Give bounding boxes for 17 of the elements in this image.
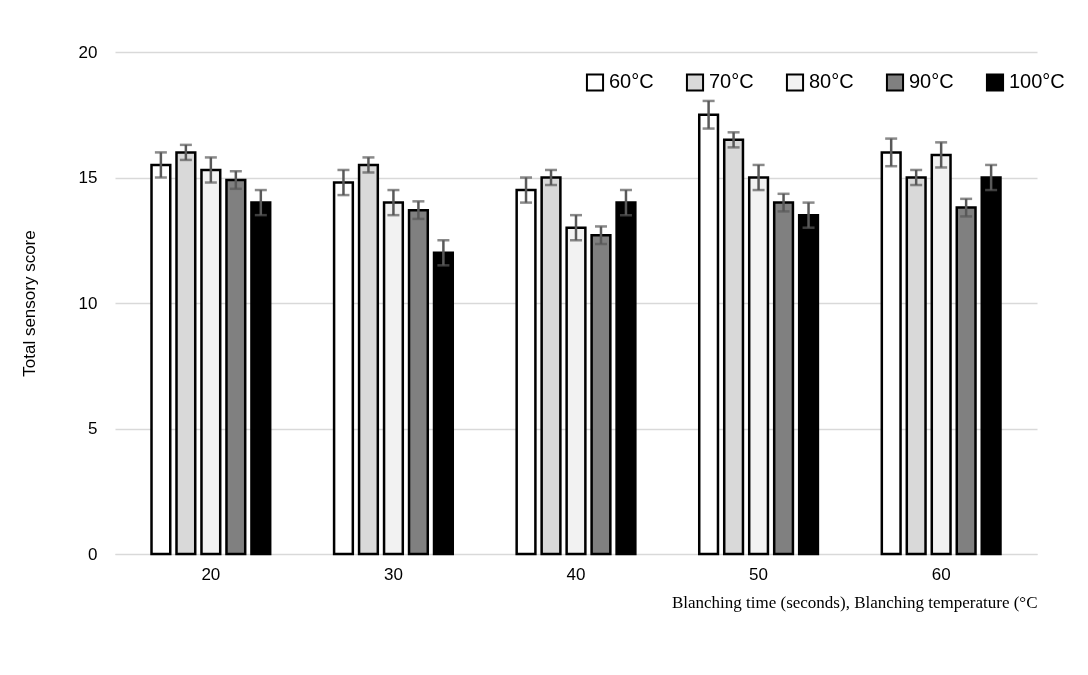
y-tick-label: 0 [88,544,98,564]
legend-label: 90°C [909,70,954,93]
y-tick-label: 20 [78,42,98,62]
x-tick-label: 60 [931,564,951,584]
y-axis-title: Total sensory score [19,230,39,377]
x-tick-label: 50 [749,564,769,584]
y-tick-label: 15 [78,168,98,187]
legend-label: 80°C [809,70,854,93]
legend-label: 100°C [1009,70,1065,93]
legend-label: 60°C [609,70,654,93]
x-tick-label: 20 [201,564,221,584]
x-tick-label: 40 [566,564,586,584]
y-tick-label: 5 [88,419,98,438]
x-axis-title: Blanching time (seconds), Blanching temperature (°C [671,592,1038,612]
x-tick-label: 30 [383,564,403,584]
y-tick-label: 10 [78,293,98,313]
legend-label: 70°C [709,70,754,93]
